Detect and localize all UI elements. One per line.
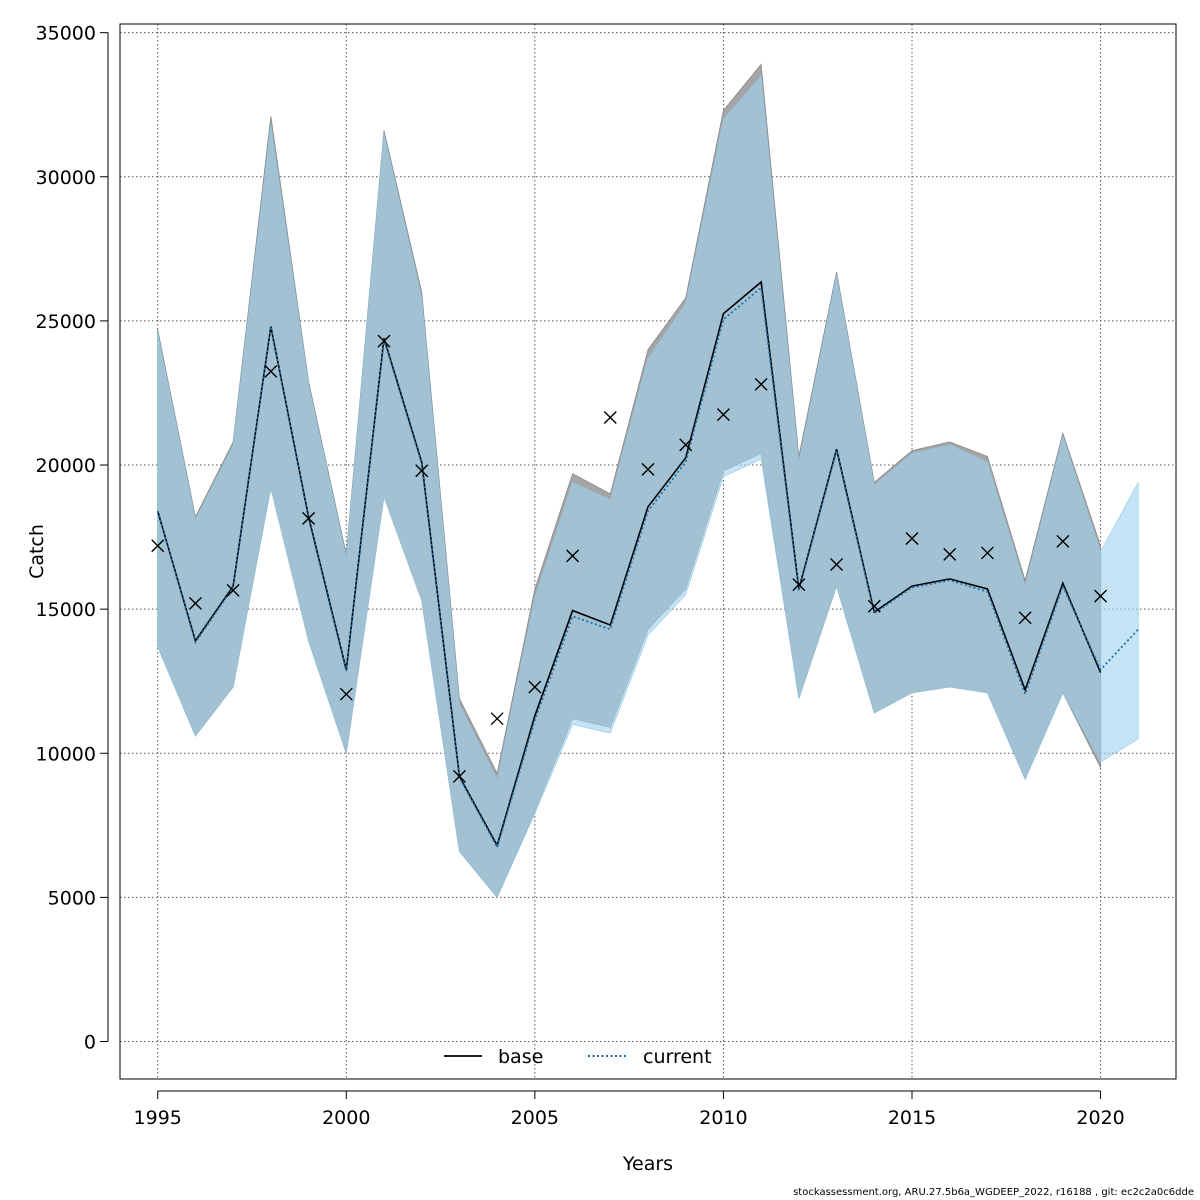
observed-point-2001	[377, 334, 391, 348]
y-tick-label-5000: 5000	[48, 887, 96, 909]
legend-label-base: base	[498, 1046, 543, 1068]
observed-point-2006	[566, 549, 580, 563]
confidence-bands	[157, 63, 1139, 899]
y-tick-label-25000: 25000	[36, 311, 96, 333]
y-axis-title: Catch	[26, 524, 48, 579]
x-tick-label-2015: 2015	[888, 1107, 936, 1129]
observed-point-1998	[264, 364, 278, 378]
legend-label-current: current	[643, 1046, 712, 1068]
observed-point-2003	[452, 769, 466, 783]
y-tick-label-35000: 35000	[36, 23, 96, 45]
observed-markers	[151, 334, 1108, 783]
axes: 1995 2000 2005 2010 2015 2020 0 5000 10000 15000 2…	[36, 23, 1125, 1129]
observed-point-1997	[226, 583, 240, 597]
observed-point-2009	[679, 438, 693, 452]
observed-point-2007	[603, 410, 617, 424]
observed-point-1999	[302, 511, 316, 525]
observed-point-2004	[490, 712, 504, 726]
y-tick-label-0: 0	[84, 1032, 96, 1054]
current-confidence-band	[157, 75, 1139, 898]
observed-point-2013	[830, 557, 844, 571]
observed-point-2019	[1056, 534, 1070, 548]
footer-note: stockassessment.org, ARU.27.5b6a_WGDEEP_…	[793, 1187, 1194, 1198]
x-tick-label-2000: 2000	[322, 1107, 370, 1129]
y-tick-label-20000: 20000	[36, 455, 96, 477]
observed-point-2011	[754, 377, 768, 391]
current-line	[156, 285, 1139, 850]
x-tick-label-1995: 1995	[134, 1107, 182, 1129]
base-line	[156, 280, 1102, 848]
x-axis-title: Years	[622, 1153, 673, 1175]
observed-point-2015	[905, 532, 919, 546]
plot-frame	[119, 23, 1177, 1080]
observed-point-2014	[867, 599, 881, 613]
x-tick-label-2010: 2010	[699, 1107, 747, 1129]
legend-item-current: current	[588, 1046, 712, 1068]
series-lines	[156, 280, 1139, 850]
legend: base current	[444, 1046, 712, 1068]
observed-point-1995	[151, 539, 165, 553]
observed-point-2002	[415, 464, 429, 478]
y-tick-label-15000: 15000	[36, 599, 96, 621]
y-tick-label-30000: 30000	[36, 167, 96, 189]
observed-point-2000	[339, 687, 353, 701]
y-tick-label-10000: 10000	[36, 743, 96, 765]
legend-item-base: base	[444, 1046, 543, 1068]
x-tick-label-2020: 2020	[1076, 1107, 1124, 1129]
grid-lines	[120, 24, 1176, 1079]
observed-point-2010	[716, 408, 730, 422]
observed-point-2017	[980, 546, 994, 560]
observed-point-2020	[1094, 589, 1108, 603]
x-tick-label-2005: 2005	[511, 1107, 559, 1129]
observed-point-2016	[943, 547, 957, 561]
observed-point-1996	[188, 596, 202, 610]
observed-point-2008	[641, 462, 655, 476]
observed-point-2018	[1018, 611, 1032, 625]
observed-point-2005	[528, 680, 542, 694]
observed-point-2012	[792, 578, 806, 592]
